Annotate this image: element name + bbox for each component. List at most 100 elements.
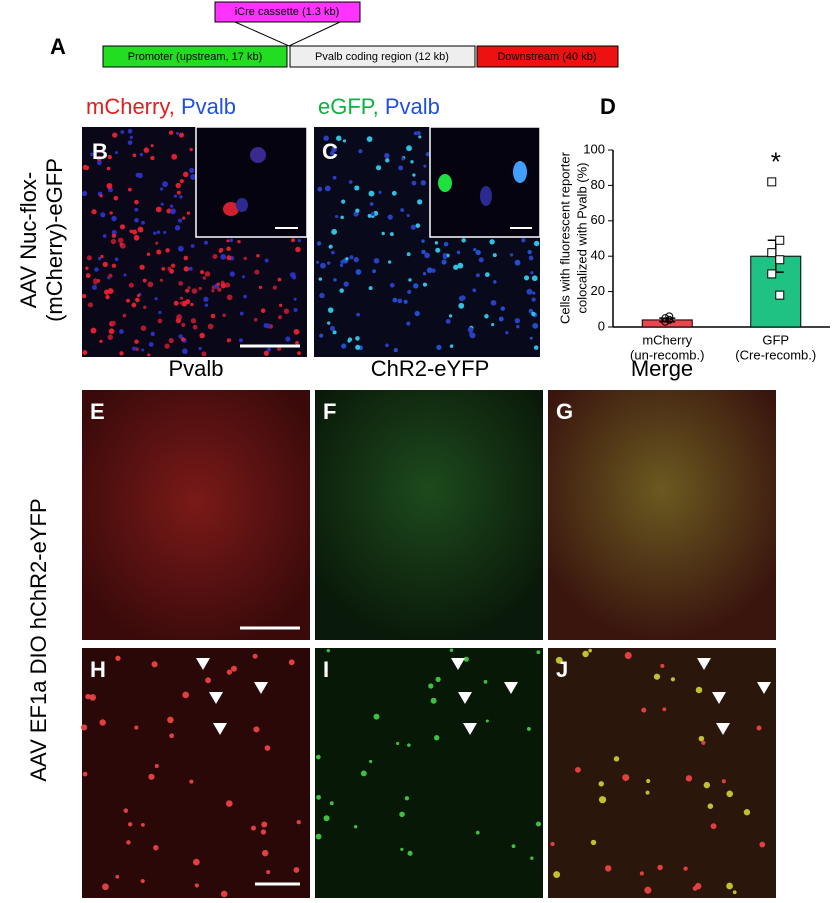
cell-dot — [188, 266, 193, 271]
cell-dot — [154, 763, 159, 769]
cell-dot — [190, 318, 197, 324]
cell-dot — [701, 740, 706, 745]
cell-dot — [134, 339, 139, 344]
cell-dot — [293, 867, 300, 873]
cell-dot — [250, 825, 256, 831]
cell-dot — [112, 132, 118, 138]
data-point — [767, 248, 777, 258]
cell-dot — [331, 228, 338, 235]
cell-dot — [293, 297, 297, 301]
cell-dot — [422, 272, 427, 276]
cell-dot — [182, 691, 190, 699]
cell-dot — [698, 735, 705, 742]
cell-dot — [369, 759, 373, 764]
cell-dot — [82, 771, 88, 777]
cell-dot — [528, 308, 534, 314]
cell-dot — [372, 269, 376, 274]
cell-dot — [530, 856, 534, 860]
cell-dot — [97, 256, 102, 261]
panel-label: H — [90, 657, 106, 682]
cell-dot — [132, 229, 138, 235]
cell-dot — [360, 770, 367, 777]
cell-dot — [220, 282, 227, 289]
cell-dot — [226, 338, 231, 343]
cell-dot — [721, 779, 726, 784]
cell-dot — [180, 337, 186, 342]
cell-dot — [467, 327, 474, 333]
y-axis-label: colocalized with Pvalb (%) — [574, 162, 589, 313]
arrowhead — [716, 723, 730, 735]
cell-dot — [431, 268, 436, 273]
data-point — [767, 177, 777, 187]
cell-dot — [241, 275, 246, 279]
cell-dot — [422, 282, 428, 287]
cell-dot — [514, 318, 521, 324]
cell-dot — [133, 234, 140, 241]
cell-dot — [484, 314, 489, 319]
cell-dot — [406, 321, 411, 326]
cell-dot — [141, 348, 145, 352]
cell-dot — [179, 301, 184, 305]
x-tick-sublabel: (Cre-recomb.) — [735, 347, 816, 362]
cell-dot — [339, 288, 344, 293]
cell-dot — [204, 240, 208, 245]
cell-dot — [147, 281, 154, 288]
cell-dot — [220, 890, 228, 898]
cell-dot — [190, 174, 196, 180]
cell-dot — [170, 263, 176, 268]
cell-dot — [575, 766, 581, 773]
cell-dot — [156, 230, 161, 235]
cell-dot — [200, 270, 205, 275]
panel-label: E — [90, 399, 105, 424]
cell-dot — [385, 343, 389, 348]
panel-label: I — [323, 657, 329, 682]
cell-dot — [354, 185, 360, 191]
arrowhead — [451, 658, 465, 670]
arrowhead — [213, 723, 227, 735]
insert-lines — [234, 21, 341, 47]
title-part: Pvalb — [385, 94, 440, 119]
cell-dot — [433, 735, 440, 741]
cell-dot — [182, 216, 186, 220]
cell — [250, 147, 266, 163]
cell-dot — [426, 267, 433, 274]
cell-dot — [492, 253, 497, 258]
cell-dot — [523, 275, 530, 281]
cell-dot — [340, 215, 344, 220]
cell-dot — [226, 669, 233, 675]
cell-dot — [91, 284, 98, 290]
cell-dot — [99, 194, 103, 198]
segment — [476, 45, 619, 68]
cell-dot — [646, 778, 651, 784]
cell-dot — [473, 247, 477, 252]
cell-dot — [410, 224, 416, 230]
cell-dot — [407, 289, 412, 294]
cell-dot — [493, 280, 497, 284]
cell-dot — [295, 246, 301, 253]
cell-dot — [87, 302, 94, 308]
cell-dot — [384, 152, 390, 159]
cell-dot — [485, 719, 489, 723]
cell-dot — [406, 145, 412, 152]
cell-dot — [550, 841, 555, 847]
panel-label: B — [92, 139, 108, 164]
cell-dot — [317, 186, 323, 192]
cell-dot — [288, 659, 295, 666]
cell-dot — [119, 242, 123, 246]
cell-dot — [641, 707, 647, 713]
cell-dot — [490, 299, 497, 306]
bar-chart: D Cells with fluorescent reporter coloca… — [557, 94, 830, 362]
cell-dot — [131, 302, 137, 308]
cell-dot — [373, 257, 380, 264]
cell-dot — [356, 312, 360, 317]
data-point — [775, 235, 785, 245]
cell-dot — [449, 648, 454, 653]
cell-dot — [514, 259, 521, 266]
cell-dot — [434, 241, 439, 245]
cell-dot — [226, 255, 232, 261]
micrograph — [82, 648, 310, 898]
cell-dot — [389, 232, 394, 237]
cell-dot — [400, 847, 404, 851]
cell-dot — [413, 131, 418, 136]
segment-text: Promoter (upstream, 17 kb) — [128, 51, 263, 63]
